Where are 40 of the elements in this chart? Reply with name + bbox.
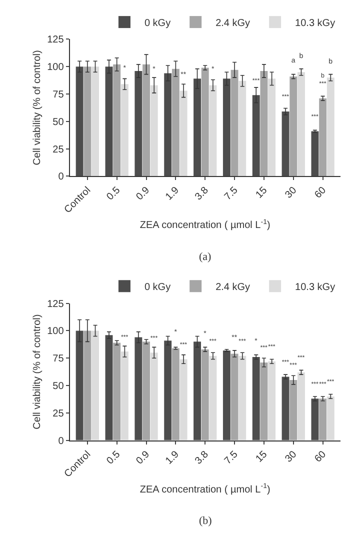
- y-tick-label: 125: [47, 34, 64, 46]
- x-tick-label: 0.5: [104, 448, 123, 467]
- y-tick-label: 75: [52, 354, 64, 365]
- x-tick-label: 60: [312, 184, 329, 201]
- x-tick-label: 30: [283, 184, 300, 201]
- x-tick-label: 0.5: [104, 184, 123, 203]
- y-tick-label: 25: [52, 408, 64, 420]
- x-tick-label: 1.9: [164, 448, 182, 467]
- y-tick-label: 0: [58, 436, 64, 447]
- x-tick-label: 60: [312, 448, 329, 465]
- y-tick-label: 50: [52, 381, 64, 392]
- text: (b): [199, 515, 212, 527]
- y-tick-label: 100: [47, 62, 64, 74]
- y-axis-title: Cell viability (% of control): [32, 50, 44, 166]
- x-tick-label: 30: [283, 448, 300, 465]
- x-tick-label: 15: [254, 448, 270, 465]
- legend-label: 0 kGy: [144, 18, 171, 29]
- legend-label: 10.3 kGy: [295, 282, 336, 294]
- x-tick-label: 1.9: [164, 184, 182, 203]
- y-tick-label: 100: [47, 326, 64, 338]
- x-axis-title: ZEA concentration ( µmol L$^{-1}$): [140, 483, 270, 496]
- y-tick-label: 0: [58, 172, 64, 183]
- legend-label: 2.4 kGy: [216, 18, 250, 29]
- x-tick-label: 15: [254, 184, 270, 201]
- y-axis-title: Cell viability (% of control): [32, 314, 44, 430]
- x-tick-label: 0.9: [134, 448, 152, 467]
- x-tick-label: 3.8: [193, 184, 212, 203]
- legend-label: 0 kGy: [144, 282, 171, 294]
- x-axis-title: ZEA concentration ( µmol L$^{-1}$): [140, 218, 270, 232]
- y-tick-label: 125: [47, 298, 64, 310]
- x-tick-label: 7.5: [222, 448, 241, 467]
- legend-label: 10.3 kGy: [295, 18, 336, 29]
- y-tick-label: 75: [52, 90, 64, 101]
- legend-label: 2.4 kGy: [216, 282, 250, 294]
- y-tick-label: 25: [52, 144, 64, 156]
- y-tick-label: 50: [52, 116, 64, 128]
- x-tick-label: 0.9: [134, 184, 152, 203]
- text: (a): [199, 251, 212, 263]
- x-tick-label: 7.5: [222, 184, 241, 203]
- x-tick-label: 3.8: [193, 448, 212, 467]
